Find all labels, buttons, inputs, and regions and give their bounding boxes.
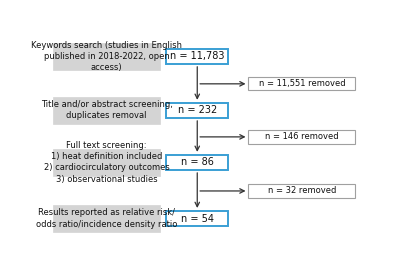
Bar (53, 97, 160, 123)
Text: n = 11,783: n = 11,783 (170, 51, 224, 61)
Bar (166, 211, 228, 226)
Text: n = 32 removed: n = 32 removed (268, 187, 336, 196)
Text: n = 232: n = 232 (178, 105, 217, 115)
Bar (166, 103, 228, 118)
Text: Full text screening:
1) heat definition included
2) cardiocirculatory outcomes
3: Full text screening: 1) heat definition … (44, 141, 170, 184)
Text: n = 86: n = 86 (181, 157, 214, 167)
Text: n = 11,551 removed: n = 11,551 removed (258, 79, 345, 88)
Text: Results reported as relative risk/
odds ratio/incidence density ratio: Results reported as relative risk/ odds … (36, 209, 177, 228)
Bar (53, 149, 160, 176)
Bar (248, 184, 355, 198)
Text: n = 54: n = 54 (181, 214, 214, 223)
Bar (248, 130, 355, 144)
Bar (248, 77, 355, 90)
Text: Keywords search (studies in English
published in 2018-2022, open
access): Keywords search (studies in English publ… (31, 41, 182, 72)
Bar (53, 43, 160, 69)
Bar (53, 205, 160, 232)
Bar (166, 49, 228, 64)
Text: Title and/or abstract screening,
duplicates removal: Title and/or abstract screening, duplica… (41, 100, 172, 120)
Text: n = 146 removed: n = 146 removed (265, 132, 339, 142)
Bar (166, 155, 228, 170)
